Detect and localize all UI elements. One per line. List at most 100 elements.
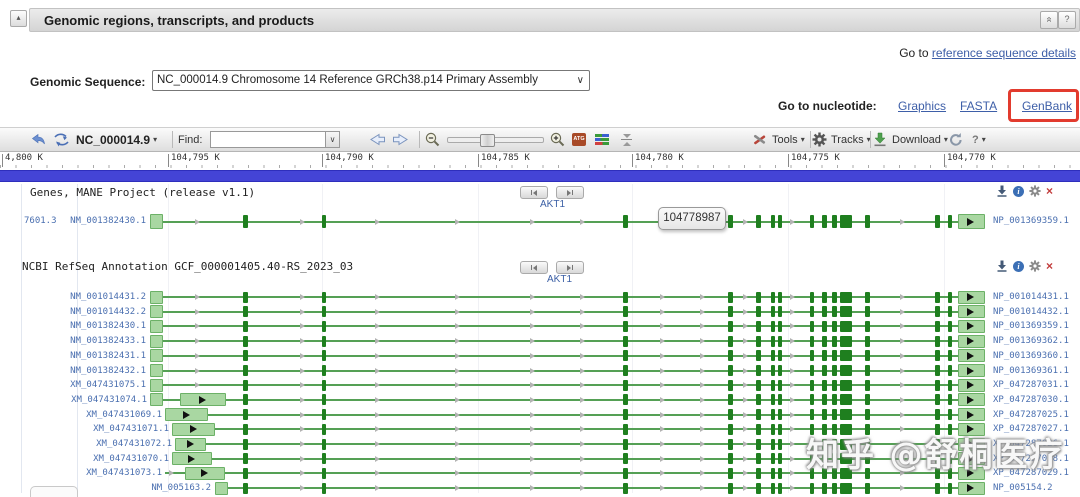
transcript-row[interactable]: NM_001014431.2 NP_001014431.1 xyxy=(0,290,1080,304)
genbank-link[interactable]: GenBank xyxy=(1022,99,1073,113)
collapse-all-button[interactable]: » xyxy=(1040,11,1058,29)
track-settings-icon[interactable] xyxy=(1029,185,1041,197)
graphics-link[interactable]: Graphics xyxy=(898,99,947,113)
section-help-button[interactable]: ? xyxy=(1058,11,1076,29)
sequence-bar[interactable] xyxy=(0,170,1080,182)
transcript-accession: NM_001382430.1 xyxy=(70,216,146,226)
intron-line xyxy=(172,428,962,431)
transcript-row[interactable]: XM_047431072.1 XP_047287026.1 xyxy=(0,437,1080,451)
track-close-icon[interactable]: × xyxy=(1046,183,1054,198)
exon xyxy=(822,482,827,494)
find-input[interactable] xyxy=(210,131,325,148)
strand-arrow-icon xyxy=(375,323,380,330)
transcript-row[interactable]: NM_001382432.1 NP_001369361.1 xyxy=(0,364,1080,378)
strand-arrow-icon xyxy=(580,352,585,359)
exon xyxy=(822,467,827,479)
collapse-tracks-icon[interactable] xyxy=(620,133,633,146)
mane-gene-label[interactable]: AKT1 xyxy=(540,199,566,210)
zoom-slider[interactable] xyxy=(447,133,544,147)
pan-left-icon[interactable] xyxy=(368,127,387,152)
viewer-help-menu[interactable]: ? ▾ xyxy=(972,127,986,152)
find-history-caret-icon[interactable]: ∨ xyxy=(325,131,340,148)
strand-arrow-icon xyxy=(743,441,748,447)
track-settings-icon[interactable] xyxy=(1029,260,1041,272)
transcript-row[interactable]: XM_047431069.1 XP_047287025.1 xyxy=(0,408,1080,422)
refseq-gene-label[interactable]: AKT1 xyxy=(547,274,573,285)
exon xyxy=(778,467,782,479)
tick-mark xyxy=(788,154,789,167)
strand-arrow-icon xyxy=(530,441,535,447)
direction-arrow-icon xyxy=(189,425,197,434)
exon xyxy=(810,482,814,494)
strand-arrow-icon xyxy=(300,367,305,374)
viewer-accession-menu[interactable]: NC_000014.9 ▾ xyxy=(76,127,157,152)
panel-collapse-button[interactable]: ▴ xyxy=(10,10,27,27)
exon xyxy=(778,453,782,465)
exon xyxy=(322,379,326,391)
tick-mark xyxy=(632,154,633,167)
zoom-slider-handle[interactable] xyxy=(480,133,495,147)
atg-translation-icon[interactable]: ATG xyxy=(572,133,586,146)
track-info-icon[interactable]: i xyxy=(1013,260,1024,272)
refseq-page-first-button[interactable] xyxy=(520,261,548,274)
exon xyxy=(840,423,852,435)
strand-arrow-icon xyxy=(195,294,200,300)
exon xyxy=(778,335,782,347)
zoom-out-icon[interactable] xyxy=(424,127,441,152)
exon xyxy=(778,409,782,421)
sequence-panels-icon[interactable] xyxy=(595,133,609,146)
transcript-row[interactable]: NM_001382430.1 NP_001369359.1 xyxy=(0,319,1080,333)
genomic-sequence-select[interactable]: NC_000014.9 Chromosome 14 Reference GRCh… xyxy=(152,70,590,91)
fasta-link[interactable]: FASTA xyxy=(960,99,998,113)
strand-arrow-icon xyxy=(580,426,585,433)
exon xyxy=(840,306,852,318)
flip-strands-icon[interactable] xyxy=(53,127,70,152)
tick-label: 104,780 K xyxy=(635,153,684,163)
direction-arrow-icon xyxy=(967,454,974,463)
exon xyxy=(728,320,733,332)
ruler[interactable]: 4,800 K 104,795 K 104,790 K 104,785 K 104,78… xyxy=(0,153,1080,169)
transcript-row[interactable]: NM_005163.2 NP_005154.2 xyxy=(0,481,1080,495)
pan-right-icon[interactable] xyxy=(391,127,410,152)
transcript-row[interactable]: NM_001382433.1 NP_001369362.1 xyxy=(0,334,1080,348)
caret-down-icon: ▾ xyxy=(866,135,871,144)
track-download-icon[interactable] xyxy=(996,185,1008,197)
transcript-row[interactable]: NM_001014432.2 NP_001014432.1 xyxy=(0,305,1080,319)
exon xyxy=(832,394,837,406)
track-close-icon[interactable]: × xyxy=(1046,258,1054,273)
download-label: Download xyxy=(892,133,941,146)
mane-transcript-row[interactable]: 7601.3 NM_001382430.1 NP_001369359.1 xyxy=(0,214,1080,229)
exon xyxy=(832,320,837,332)
transcript-row[interactable]: XM_047431073.1 XP_047287029.1 xyxy=(0,466,1080,480)
strand-arrow-icon xyxy=(900,455,905,462)
transcript-row[interactable]: XM_047431070.1 XP_047287028.1 xyxy=(0,452,1080,466)
transcript-row[interactable]: NM_001382431.1 NP_001369360.1 xyxy=(0,349,1080,363)
transcript-accession: XM_047431074.1 xyxy=(71,394,147,405)
strand-arrow-icon xyxy=(530,352,535,359)
direction-arrow-icon xyxy=(967,217,974,226)
reference-sequence-details-link[interactable]: reference sequence details xyxy=(931,46,1076,60)
exon xyxy=(810,438,814,450)
transcript-row[interactable]: XM_047431074.1 XP_047287030.1 xyxy=(0,393,1080,407)
mane-page-first-button[interactable] xyxy=(520,186,548,199)
protein-accession: NP_001369359.1 xyxy=(993,216,1069,226)
download-menu[interactable]: Download ▾ xyxy=(872,127,948,152)
transcript-row[interactable]: XM_047431071.1 XP_047287027.1 xyxy=(0,422,1080,436)
track-info-icon[interactable]: i xyxy=(1013,185,1024,197)
refresh-icon[interactable] xyxy=(948,127,964,152)
track-download-icon[interactable] xyxy=(996,260,1008,272)
exon xyxy=(778,320,782,332)
exon xyxy=(810,215,814,228)
exon xyxy=(623,215,628,228)
mane-page-last-button[interactable] xyxy=(556,186,584,199)
exon xyxy=(832,453,837,465)
zoom-in-icon[interactable] xyxy=(549,127,566,152)
direction-arrow-icon xyxy=(967,307,974,316)
strand-arrow-icon xyxy=(455,411,460,418)
tools-menu[interactable]: Tools ▾ xyxy=(752,127,805,152)
tracks-menu[interactable]: Tracks ▾ xyxy=(812,127,871,152)
transcript-row[interactable]: XM_047431075.1 XP_047287031.1 xyxy=(0,378,1080,392)
refseq-page-last-button[interactable] xyxy=(556,261,584,274)
undo-icon[interactable] xyxy=(30,127,46,152)
strand-arrow-icon xyxy=(530,218,535,225)
